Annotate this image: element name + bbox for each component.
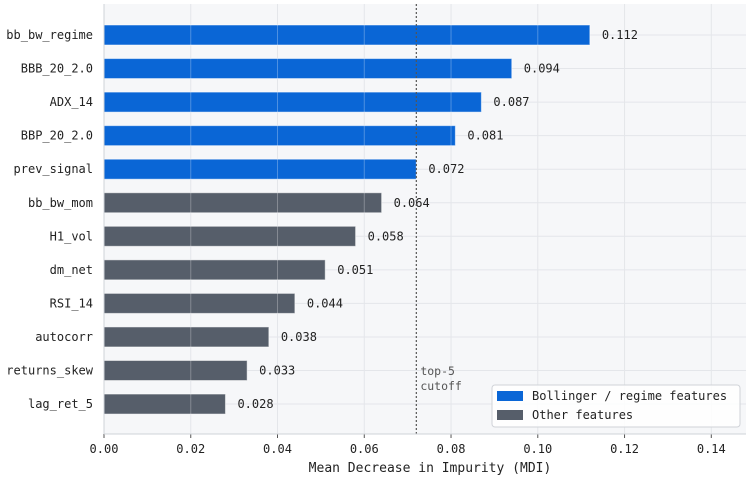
y-tick-label: bb_bw_regime [6,28,93,42]
data-label: 0.044 [307,296,343,310]
y-tick-label: BBB_20_2.0 [21,62,93,76]
bar [103,360,248,381]
y-tick-label: lag_ret_5 [28,397,93,411]
legend-label-other: Other features [532,408,633,422]
cutoff-annotation-line2: cutoff [420,379,462,393]
data-label: 0.072 [428,162,464,176]
data-label: 0.051 [337,263,373,277]
y-tick-label: ADX_14 [50,95,93,109]
y-tick-label: prev_signal [14,162,93,176]
bar [103,292,296,314]
x-tick-label: 0.04 [263,442,292,456]
data-label: 0.064 [394,196,430,210]
legend: Bollinger / regime features Other featur… [491,384,741,428]
x-tick-label: 0.12 [610,442,639,456]
legend-box [491,384,741,428]
x-axis-tick-labels: 0.00 0.02 0.04 0.06 0.08 0.10 0.12 0.14 [90,434,726,456]
y-tick-label: bb_bw_mom [28,196,93,210]
bar [103,192,383,214]
y-tick-label: returns_skew [6,364,93,378]
bar [103,125,456,147]
bar [103,326,270,348]
data-label: 0.038 [281,330,317,344]
data-label: 0.033 [259,364,295,378]
y-tick-label: H1_vol [50,229,93,243]
legend-swatch-bollinger [497,391,523,401]
y-tick-label: autocorr [35,330,93,344]
bar [103,259,326,281]
x-tick-label: 0.14 [697,442,726,456]
data-label: 0.058 [368,229,404,243]
bar [103,225,357,247]
cutoff-annotation-line1: top-5 [420,364,455,378]
data-label: 0.112 [602,28,638,42]
y-axis-tick-labels: bb_bw_regime BBB_20_2.0 ADX_14 BBP_20_2.0pr… [6,28,93,411]
x-axis-title: Mean Decrease in Impurity (MDI) [309,461,552,476]
x-tick-label: 0.00 [90,442,119,456]
x-tick-label: 0.06 [350,442,379,456]
data-label: 0.081 [467,129,503,143]
data-label: 0.028 [237,397,273,411]
y-tick-label: BBP_20_2.0 [21,129,93,143]
data-label: 0.087 [493,95,529,109]
bar [103,393,226,415]
x-tick-label: 0.10 [523,442,552,456]
x-tick-label: 0.02 [176,442,205,456]
bars: 0.112 0.094 0.087 0.081 0.072 0.064 0.058 0.051… [103,24,638,415]
legend-label-bollinger: Bollinger / regime features [532,389,727,403]
x-tick-label: 0.08 [437,442,466,456]
y-tick-label: dm_net [50,263,93,277]
bar [103,158,417,180]
data-label: 0.094 [524,62,560,76]
bar [103,24,591,46]
legend-swatch-other [497,410,523,420]
y-tick-label: RSI_14 [50,296,93,310]
bar [103,91,482,113]
